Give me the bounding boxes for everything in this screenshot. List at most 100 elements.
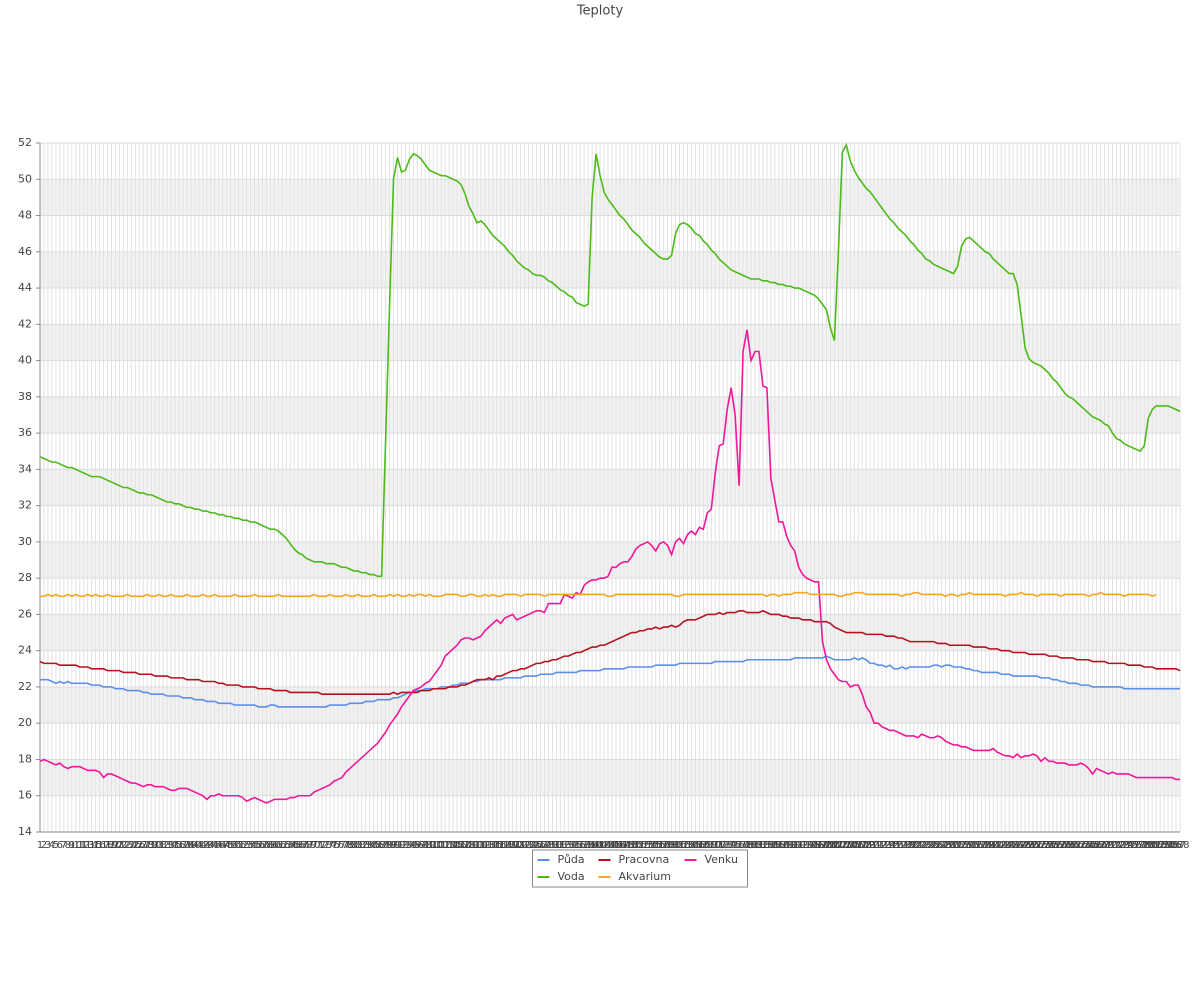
x-tick-label: 35: [169, 840, 182, 851]
x-tick-label: 203: [833, 840, 852, 851]
x-tick-label: 125: [523, 840, 542, 851]
x-tick-label: 269: [1095, 840, 1114, 851]
grid-band: [40, 759, 1180, 796]
x-tick-label: 169: [698, 840, 717, 851]
x-tick-label: 112: [471, 840, 490, 851]
x-tick-label: 266: [1083, 840, 1102, 851]
x-tick-label: 63: [280, 840, 293, 851]
x-tick-label: 257: [1047, 840, 1066, 851]
x-tick-label: 56: [252, 840, 265, 851]
x-tick-label: 64: [284, 840, 297, 851]
x-tick-label: 193: [793, 840, 812, 851]
x-tick-label: 191: [785, 840, 804, 851]
x-tick-label: 141: [587, 840, 606, 851]
y-tick-label: 16: [18, 789, 32, 802]
x-tick-label: 219: [896, 840, 915, 851]
x-tick-label: 263: [1071, 840, 1090, 851]
x-tick-label: 137: [571, 840, 590, 851]
x-tick-label: 122: [511, 840, 530, 851]
x-tick-label: 139: [579, 840, 598, 851]
x-tick-label: 240: [980, 840, 999, 851]
x-tick-label: 58: [260, 840, 273, 851]
x-tick-label: 207: [849, 840, 868, 851]
x-tick-label: 215: [880, 840, 899, 851]
x-tick-label: 262: [1067, 840, 1086, 851]
grid-band: [40, 614, 1180, 651]
x-tick-label: 278: [1131, 840, 1150, 851]
x-tick-label: 242: [988, 840, 1007, 851]
x-tick-label: 99: [423, 840, 436, 851]
x-tick-label: 214: [877, 840, 896, 851]
x-tick-label: 126: [527, 840, 546, 851]
x-tick-label: 113: [475, 840, 494, 851]
grid-band: [40, 396, 1180, 434]
x-tick-label: 170: [702, 840, 721, 851]
x-tick-label: 247: [1008, 840, 1027, 851]
x-tick-label: 143: [594, 840, 613, 851]
x-tick-label: 158: [654, 840, 673, 851]
x-tick-label: 274: [1115, 840, 1134, 851]
x-tick-label: 197: [809, 840, 828, 851]
x-tick-label: 188: [773, 840, 792, 851]
x-tick-label: 222: [908, 840, 927, 851]
x-tick-label: 31: [153, 840, 166, 851]
x-tick-label: 128: [535, 840, 554, 851]
x-tick-label: 186: [765, 840, 784, 851]
x-tick-label: 202: [829, 840, 848, 851]
x-tick-label: 79: [343, 840, 356, 851]
x-tick-label: 286: [1163, 840, 1182, 851]
x-tick-label: 165: [682, 840, 701, 851]
x-tick-label: 54: [244, 840, 257, 851]
x-tick-label: 157: [650, 840, 669, 851]
x-tick-label: 149: [618, 840, 637, 851]
x-tick-label: 206: [845, 840, 864, 851]
x-tick-label: 25: [129, 840, 142, 851]
grid-band: [40, 324, 1180, 361]
x-tick-label: 282: [1147, 840, 1166, 851]
x-tick-label: 156: [646, 840, 665, 851]
x-tick-label: 44: [204, 840, 217, 851]
x-tick-label: 195: [801, 840, 820, 851]
legend-label: Venku: [705, 853, 738, 866]
x-tick-label: 111: [467, 840, 486, 851]
x-tick-label: 194: [797, 840, 816, 851]
x-tick-label: 279: [1135, 840, 1154, 851]
series-line: [39, 329, 1180, 804]
x-tick-label: 89: [383, 840, 396, 851]
x-tick-label: 245: [1000, 840, 1019, 851]
x-tick-label: 166: [686, 840, 705, 851]
x-tick-label: 93: [399, 840, 412, 851]
x-tick-label: 73: [320, 840, 333, 851]
x-tick-label: 116: [487, 840, 506, 851]
x-tick-label: 259: [1055, 840, 1074, 851]
x-tick-label: 208: [853, 840, 872, 851]
x-tick-label: 250: [1020, 840, 1039, 851]
x-tick-label: 287: [1166, 840, 1185, 851]
series-line: [39, 609, 1181, 696]
x-tick-label: 234: [956, 840, 975, 851]
x-tick-label: 47: [216, 840, 229, 851]
x-tick-label: 37: [177, 840, 190, 851]
x-tick-label: 223: [912, 840, 931, 851]
x-tick-label: 231: [944, 840, 963, 851]
x-tick-label: 108: [455, 840, 474, 851]
x-tick-label: 224: [916, 840, 935, 851]
y-tick-label: 32: [18, 499, 32, 512]
x-tick-label: 66: [292, 840, 305, 851]
x-tick-label: 225: [920, 840, 939, 851]
x-tick-label: 267: [1087, 840, 1106, 851]
x-tick-label: 196: [805, 840, 824, 851]
x-tick-label: 255: [1039, 840, 1058, 851]
x-tick-label: 241: [984, 840, 1003, 851]
y-tick-label: 18: [18, 752, 32, 765]
x-tick-label: 83: [359, 840, 372, 851]
x-tick-label: 91: [391, 840, 404, 851]
x-tick-label: 246: [1004, 840, 1023, 851]
y-tick-label: 22: [18, 680, 32, 693]
x-tick-label: 86: [371, 840, 384, 851]
x-tick-label: 20: [109, 840, 122, 851]
x-tick-label: 230: [940, 840, 959, 851]
x-tick-label: 84: [363, 840, 376, 851]
x-tick-label: 100: [424, 840, 443, 851]
y-tick-label: 52: [18, 136, 32, 149]
